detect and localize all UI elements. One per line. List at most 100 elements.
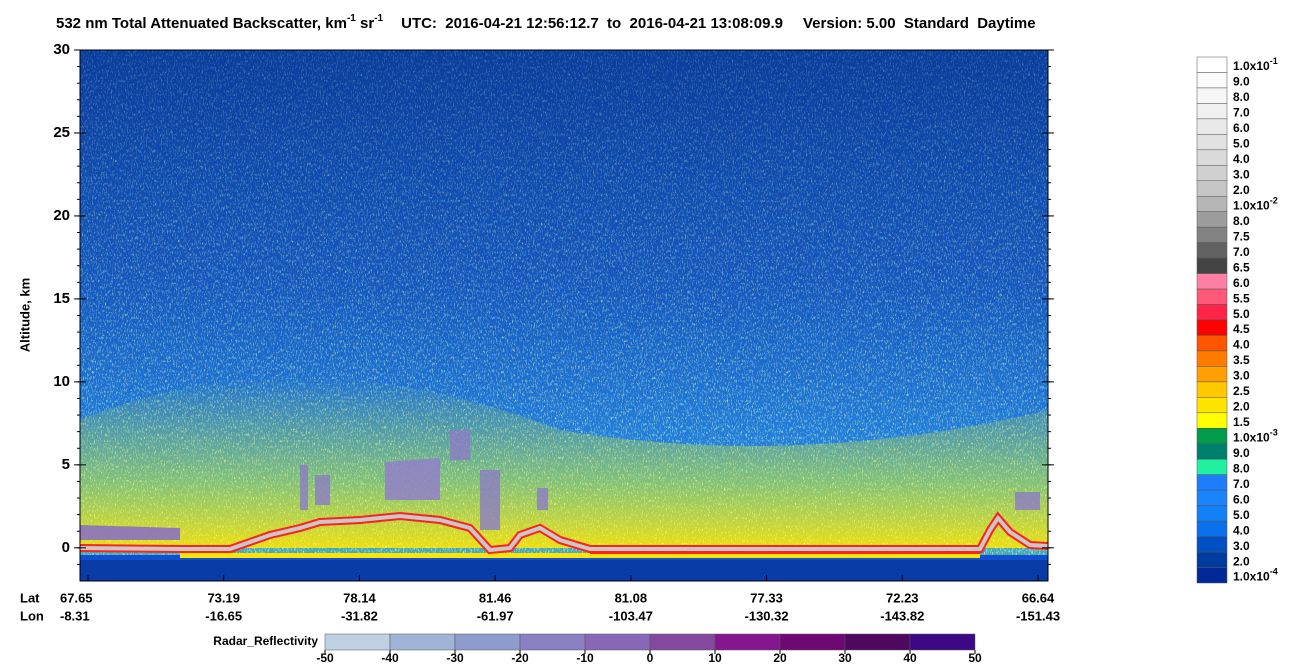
lon-label: -8.31 [60,608,90,623]
colorbar-swatch [1196,489,1228,506]
colorbar-label: 5.5 [1233,291,1250,305]
title-version: Version: 5.00 Standard Daytime [803,15,1036,32]
lon-label: -151.43 [1016,608,1060,623]
colorbar-swatch [1196,335,1228,352]
colorbar-swatch [1196,103,1228,120]
colorbar-swatch [1196,134,1228,151]
radar-colorbar: Radar_Reflectivity -50 -40 -30 -20 -10 0 10 20 30… [213,633,982,665]
radar-tick-label: 0 [647,651,654,665]
colorbar-swatch [1196,211,1228,228]
title-utc: UTC: 2016-04-21 12:56:12.7 to 2016-04-21… [401,15,783,32]
colorbar-swatch [1196,520,1228,537]
x-tick-labels: Lat Lon 67.65 -8.31 73.19 -16.65 78.14 -31.82 81… [20,590,1060,623]
y-tick-label: 10 [53,373,70,390]
radar-swatch [779,633,846,651]
radar-swatch [584,633,651,651]
colorbar-title: Radar_Reflectivity [213,634,318,648]
backscatter-colorbar: 1.0x10-19.08.07.06.05.04.03.02.01.0x10-2… [1196,56,1278,584]
colorbar-swatch [1196,149,1228,166]
lat-label: 81.08 [615,590,648,605]
colorbar-label: 8.0 [1233,90,1250,104]
row-label: Lat [20,590,40,605]
colorbar-swatch [1196,397,1228,414]
colorbar-label: 7.0 [1233,106,1250,120]
radar-tick-label: 20 [773,651,787,665]
colorbar-label: 7.0 [1233,477,1250,491]
radar-tick-label: 50 [968,651,982,665]
colorbar-label: 4.0 [1233,523,1250,537]
lat-label: 81.46 [479,590,512,605]
radar-swatch [909,633,976,651]
colorbar-label: 2.5 [1233,384,1250,398]
colorbar-label: 7.5 [1233,229,1250,243]
title-text: sr [356,15,375,32]
label-exponent: -1 [1270,56,1278,66]
colorbar-swatch [1196,195,1228,212]
colorbar-label: 8.0 [1233,461,1250,475]
colorbar-swatch [1196,551,1228,568]
radar-swatch [454,633,521,651]
colorbar-label: 1.5 [1233,415,1250,429]
radar-swatch [389,633,456,651]
lat-label: 73.19 [207,590,240,605]
colorbar-label: 5.0 [1233,307,1250,321]
colorbar-label: 1.0x10-1 [1233,56,1278,73]
row-label: Lon [20,608,44,623]
lat-label: 67.65 [60,590,93,605]
colorbar-label: 2.0 [1233,554,1250,568]
colorbar-swatch [1196,536,1228,553]
colorbar-swatch [1196,242,1228,259]
label-mantissa: 1.0x10 [1233,431,1270,445]
colorbar-swatch [1196,458,1228,475]
colorbar-swatch [1196,56,1228,73]
colorbar-label: 5.0 [1233,508,1250,522]
radar-tick-label: -20 [511,651,529,665]
colorbar-label: 3.0 [1233,539,1250,553]
lat-label: 72.23 [886,590,919,605]
backscatter-image [79,50,1049,581]
y-tick-label: 0 [62,539,70,556]
radar-tick-label: 30 [838,651,852,665]
colorbar-label: 2.0 [1233,400,1250,414]
radar-swatch [844,633,911,651]
radar-swatch [649,633,716,651]
colorbar-swatch [1196,165,1228,182]
colorbar-swatch [1196,304,1228,321]
colorbar-swatch [1196,87,1228,104]
colorbar-label: 3.0 [1233,369,1250,383]
label-mantissa: 1.0x10 [1233,570,1270,584]
lat-label: 78.14 [343,590,376,605]
lat-label: 66.64 [1022,590,1055,605]
colorbar-swatch [1196,505,1228,522]
y-axis-label: Altitude, km [17,278,32,352]
colorbar-label: 6.0 [1233,121,1250,135]
chart-title: 532 nm Total Attenuated Backscatter, km-… [56,13,1036,32]
colorbar-label: 4.5 [1233,322,1250,336]
lon-label: -16.65 [205,608,242,623]
y-tick-label: 15 [53,290,70,307]
label-exponent: -2 [1270,196,1278,206]
radar-tick-label: -50 [316,651,334,665]
radar-tick-label: -30 [446,651,464,665]
colorbar-swatch [1196,180,1228,197]
colorbar-swatch [1196,366,1228,383]
colorbar-label: 4.0 [1233,152,1250,166]
colorbar-label: 6.0 [1233,492,1250,506]
colorbar-label: 1.0x10-3 [1233,428,1278,445]
radar-tick-label: -40 [381,651,399,665]
lat-label: 77.33 [750,590,783,605]
y-tick-label: 30 [53,41,70,58]
colorbar-label: 8.0 [1233,214,1250,228]
colorbar-swatch [1196,474,1228,491]
colorbar-swatch [1196,257,1228,274]
label-exponent: -3 [1270,428,1278,438]
colorbar-label: 7.0 [1233,245,1250,259]
lon-label: -143.82 [880,608,924,623]
radar-swatch [324,633,391,651]
lon-label: -103.47 [609,608,653,623]
colorbar-label: 6.5 [1233,260,1250,274]
axes: 0 5 10 15 20 25 30 [53,41,1054,581]
y-tick-label: 5 [62,456,70,473]
title-exponent: -1 [374,13,383,24]
radar-swatch [714,633,781,651]
